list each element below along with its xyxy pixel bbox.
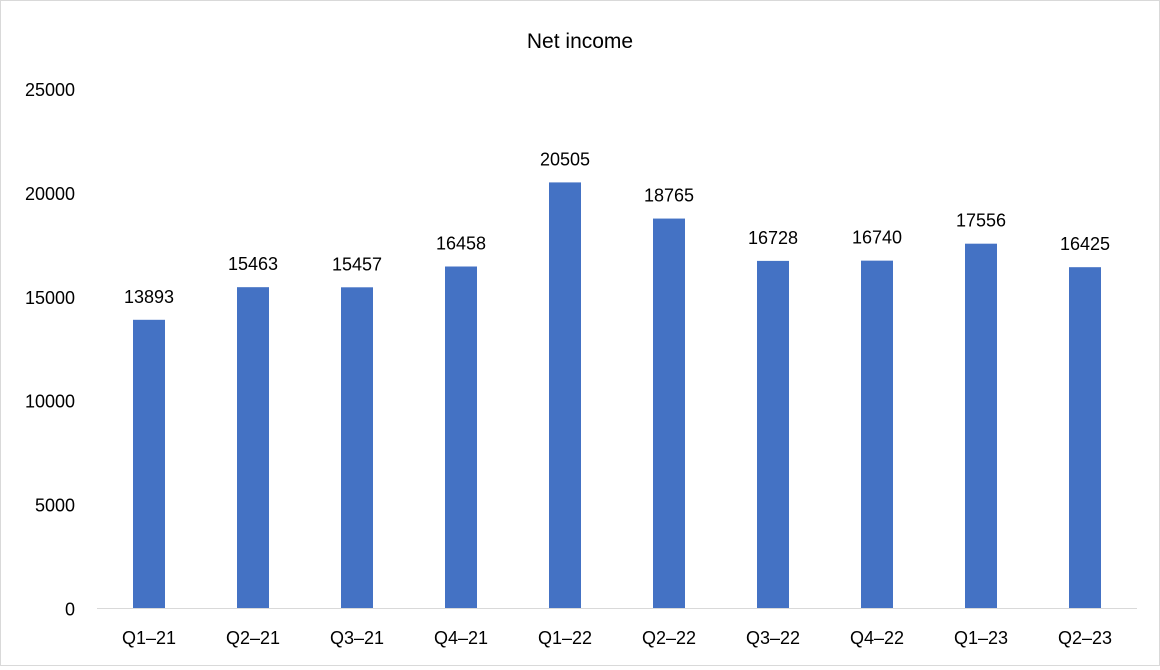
bar-value-label: 20505	[540, 149, 590, 169]
bar-value-label: 15457	[332, 254, 382, 274]
bar-value-label: 15463	[228, 254, 278, 274]
bar-value-label: 16740	[852, 228, 902, 248]
y-tick-label: 20000	[25, 184, 75, 204]
x-axis: Q1–21 Q2–21 Q3–21 Q4–21 Q1–22 Q2–22 Q3–22 Q4–22…	[122, 628, 1112, 648]
bars-group	[133, 182, 1101, 609]
x-tick-label: Q2–23	[1058, 628, 1112, 648]
bar	[653, 218, 685, 609]
y-tick-label: 25000	[25, 80, 75, 100]
bar	[965, 243, 997, 609]
x-tick-label: Q2–22	[642, 628, 696, 648]
y-tick-label: 5000	[35, 496, 75, 516]
y-axis: 0 5000 10000 15000 20000 25000	[25, 80, 75, 620]
x-tick-label: Q1–23	[954, 628, 1008, 648]
bar-value-label: 17556	[956, 211, 1006, 231]
bar-value-label: 16458	[436, 234, 486, 254]
bar-value-label: 16425	[1060, 234, 1110, 254]
bar	[1069, 267, 1101, 609]
bar	[341, 287, 373, 609]
bar-value-label: 18765	[644, 186, 694, 206]
bar	[445, 266, 477, 609]
bar-value-label: 16728	[748, 228, 798, 248]
x-tick-label: Q3–21	[330, 628, 384, 648]
bar-value-label: 13893	[124, 287, 174, 307]
x-tick-label: Q4–22	[850, 628, 904, 648]
bar	[549, 182, 581, 609]
bar	[861, 260, 893, 609]
x-tick-label: Q2–21	[226, 628, 280, 648]
y-tick-label: 15000	[25, 288, 75, 308]
bar	[133, 319, 165, 609]
data-labels-group: 13893 15463 15457 16458 20505 18765 16728 16740…	[124, 149, 1110, 306]
bar	[237, 287, 269, 609]
x-tick-label: Q1–21	[122, 628, 176, 648]
x-tick-label: Q1–22	[538, 628, 592, 648]
x-tick-label: Q3–22	[746, 628, 800, 648]
x-tick-label: Q4–21	[434, 628, 488, 648]
y-tick-label: 0	[65, 600, 75, 620]
bar	[757, 260, 789, 609]
y-tick-label: 10000	[25, 392, 75, 412]
chart-title: Net income	[527, 30, 633, 53]
